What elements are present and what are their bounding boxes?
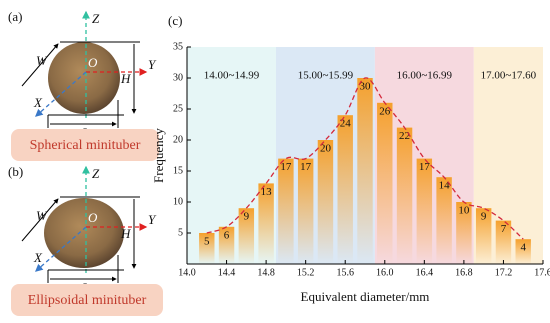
x-axis-label: Equivalent diameter/mm xyxy=(301,289,430,304)
axis-letter: Z xyxy=(92,166,100,181)
x-tick-label: 17.2 xyxy=(495,267,513,278)
tuber xyxy=(48,42,120,114)
bar xyxy=(218,226,235,264)
axis-letter: W xyxy=(36,53,48,68)
bar xyxy=(377,102,393,264)
region-label: 15.00~15.99 xyxy=(298,70,354,82)
value-label: 9 xyxy=(244,211,250,223)
x-tick-label: 15.6 xyxy=(336,267,354,278)
value-label: 17 xyxy=(419,161,431,173)
caption-box xyxy=(11,129,159,161)
bar xyxy=(317,140,334,264)
axis-letter: Z xyxy=(92,11,100,26)
bar xyxy=(199,233,215,264)
bar xyxy=(297,158,314,264)
value-label: 14 xyxy=(439,180,451,192)
bar xyxy=(357,78,373,264)
bar xyxy=(495,220,512,264)
bar xyxy=(436,177,452,264)
y-tick-label: 5 xyxy=(178,227,183,238)
axis-letter: H xyxy=(120,71,131,86)
bar xyxy=(396,127,413,264)
value-label: 4 xyxy=(520,242,526,254)
value-label: 22 xyxy=(399,130,410,142)
value-label: 13 xyxy=(261,186,273,198)
panel: (a)ZWOYXLHSpherical minituber xyxy=(8,9,159,161)
x-tick-label: 16.8 xyxy=(455,267,473,278)
axis-letter: O xyxy=(88,55,98,70)
y-tick-label: 25 xyxy=(173,103,183,114)
value-label: 17 xyxy=(300,161,312,173)
chart-title: (c) xyxy=(168,13,182,28)
value-label: 10 xyxy=(458,205,470,217)
caption-box xyxy=(11,284,163,316)
y-tick-label: 35 xyxy=(173,41,183,52)
bar xyxy=(416,158,433,264)
bar xyxy=(456,202,472,264)
axis-letter: H xyxy=(120,226,131,241)
tuber xyxy=(44,198,124,268)
bar xyxy=(337,115,353,264)
panel: (b)ZWOYXLHEllipsoidal minituber xyxy=(8,164,163,316)
panel-label: (a) xyxy=(8,9,22,24)
axis-letter: X xyxy=(33,95,43,110)
y-tick-label: 30 xyxy=(173,72,183,83)
x-tick-label: 16.4 xyxy=(416,267,434,278)
value-label: 5 xyxy=(204,236,210,248)
bar xyxy=(475,208,492,264)
w-dim xyxy=(21,198,59,242)
x-tick-label: 15.2 xyxy=(297,267,315,278)
value-label: 7 xyxy=(501,223,507,235)
value-label: 20 xyxy=(320,143,332,155)
bar xyxy=(515,239,531,264)
axis-letter: W xyxy=(36,208,48,223)
value-label: 26 xyxy=(379,105,391,117)
caption: Spherical minituber xyxy=(30,138,141,153)
value-label: 17 xyxy=(280,161,292,173)
region-label: 14.00~14.99 xyxy=(204,70,260,82)
y-axis-label: Frequency xyxy=(151,128,166,183)
y-tick-label: 15 xyxy=(173,165,183,176)
bar xyxy=(278,158,294,264)
axis-letter: Y xyxy=(148,212,157,227)
panel-label: (b) xyxy=(8,164,23,179)
x-tick-label: 14.0 xyxy=(178,267,196,278)
value-label: 30 xyxy=(360,81,372,93)
axis-letter: X xyxy=(33,250,43,265)
region-label: 16.00~16.99 xyxy=(397,70,453,82)
axis-letter: Y xyxy=(148,57,157,72)
x-tick-label: 14.4 xyxy=(218,267,236,278)
axis-letter: O xyxy=(88,210,98,225)
y-tick-label: 20 xyxy=(173,134,183,145)
trend-line xyxy=(206,77,524,240)
value-label: 9 xyxy=(481,211,487,223)
x-tick-label: 16.0 xyxy=(376,267,394,278)
x-tick-label: 17.6 xyxy=(534,267,550,278)
bar xyxy=(258,183,274,264)
region-label: 17.00~17.60 xyxy=(481,70,537,82)
value-label: 6 xyxy=(224,229,230,241)
caption: Ellipsoidal minituber xyxy=(28,293,147,308)
y-tick-label: 10 xyxy=(173,196,183,207)
bar xyxy=(238,208,255,264)
value-label: 24 xyxy=(340,118,352,130)
w-dim xyxy=(21,43,59,87)
x-tick-label: 14.8 xyxy=(257,267,275,278)
